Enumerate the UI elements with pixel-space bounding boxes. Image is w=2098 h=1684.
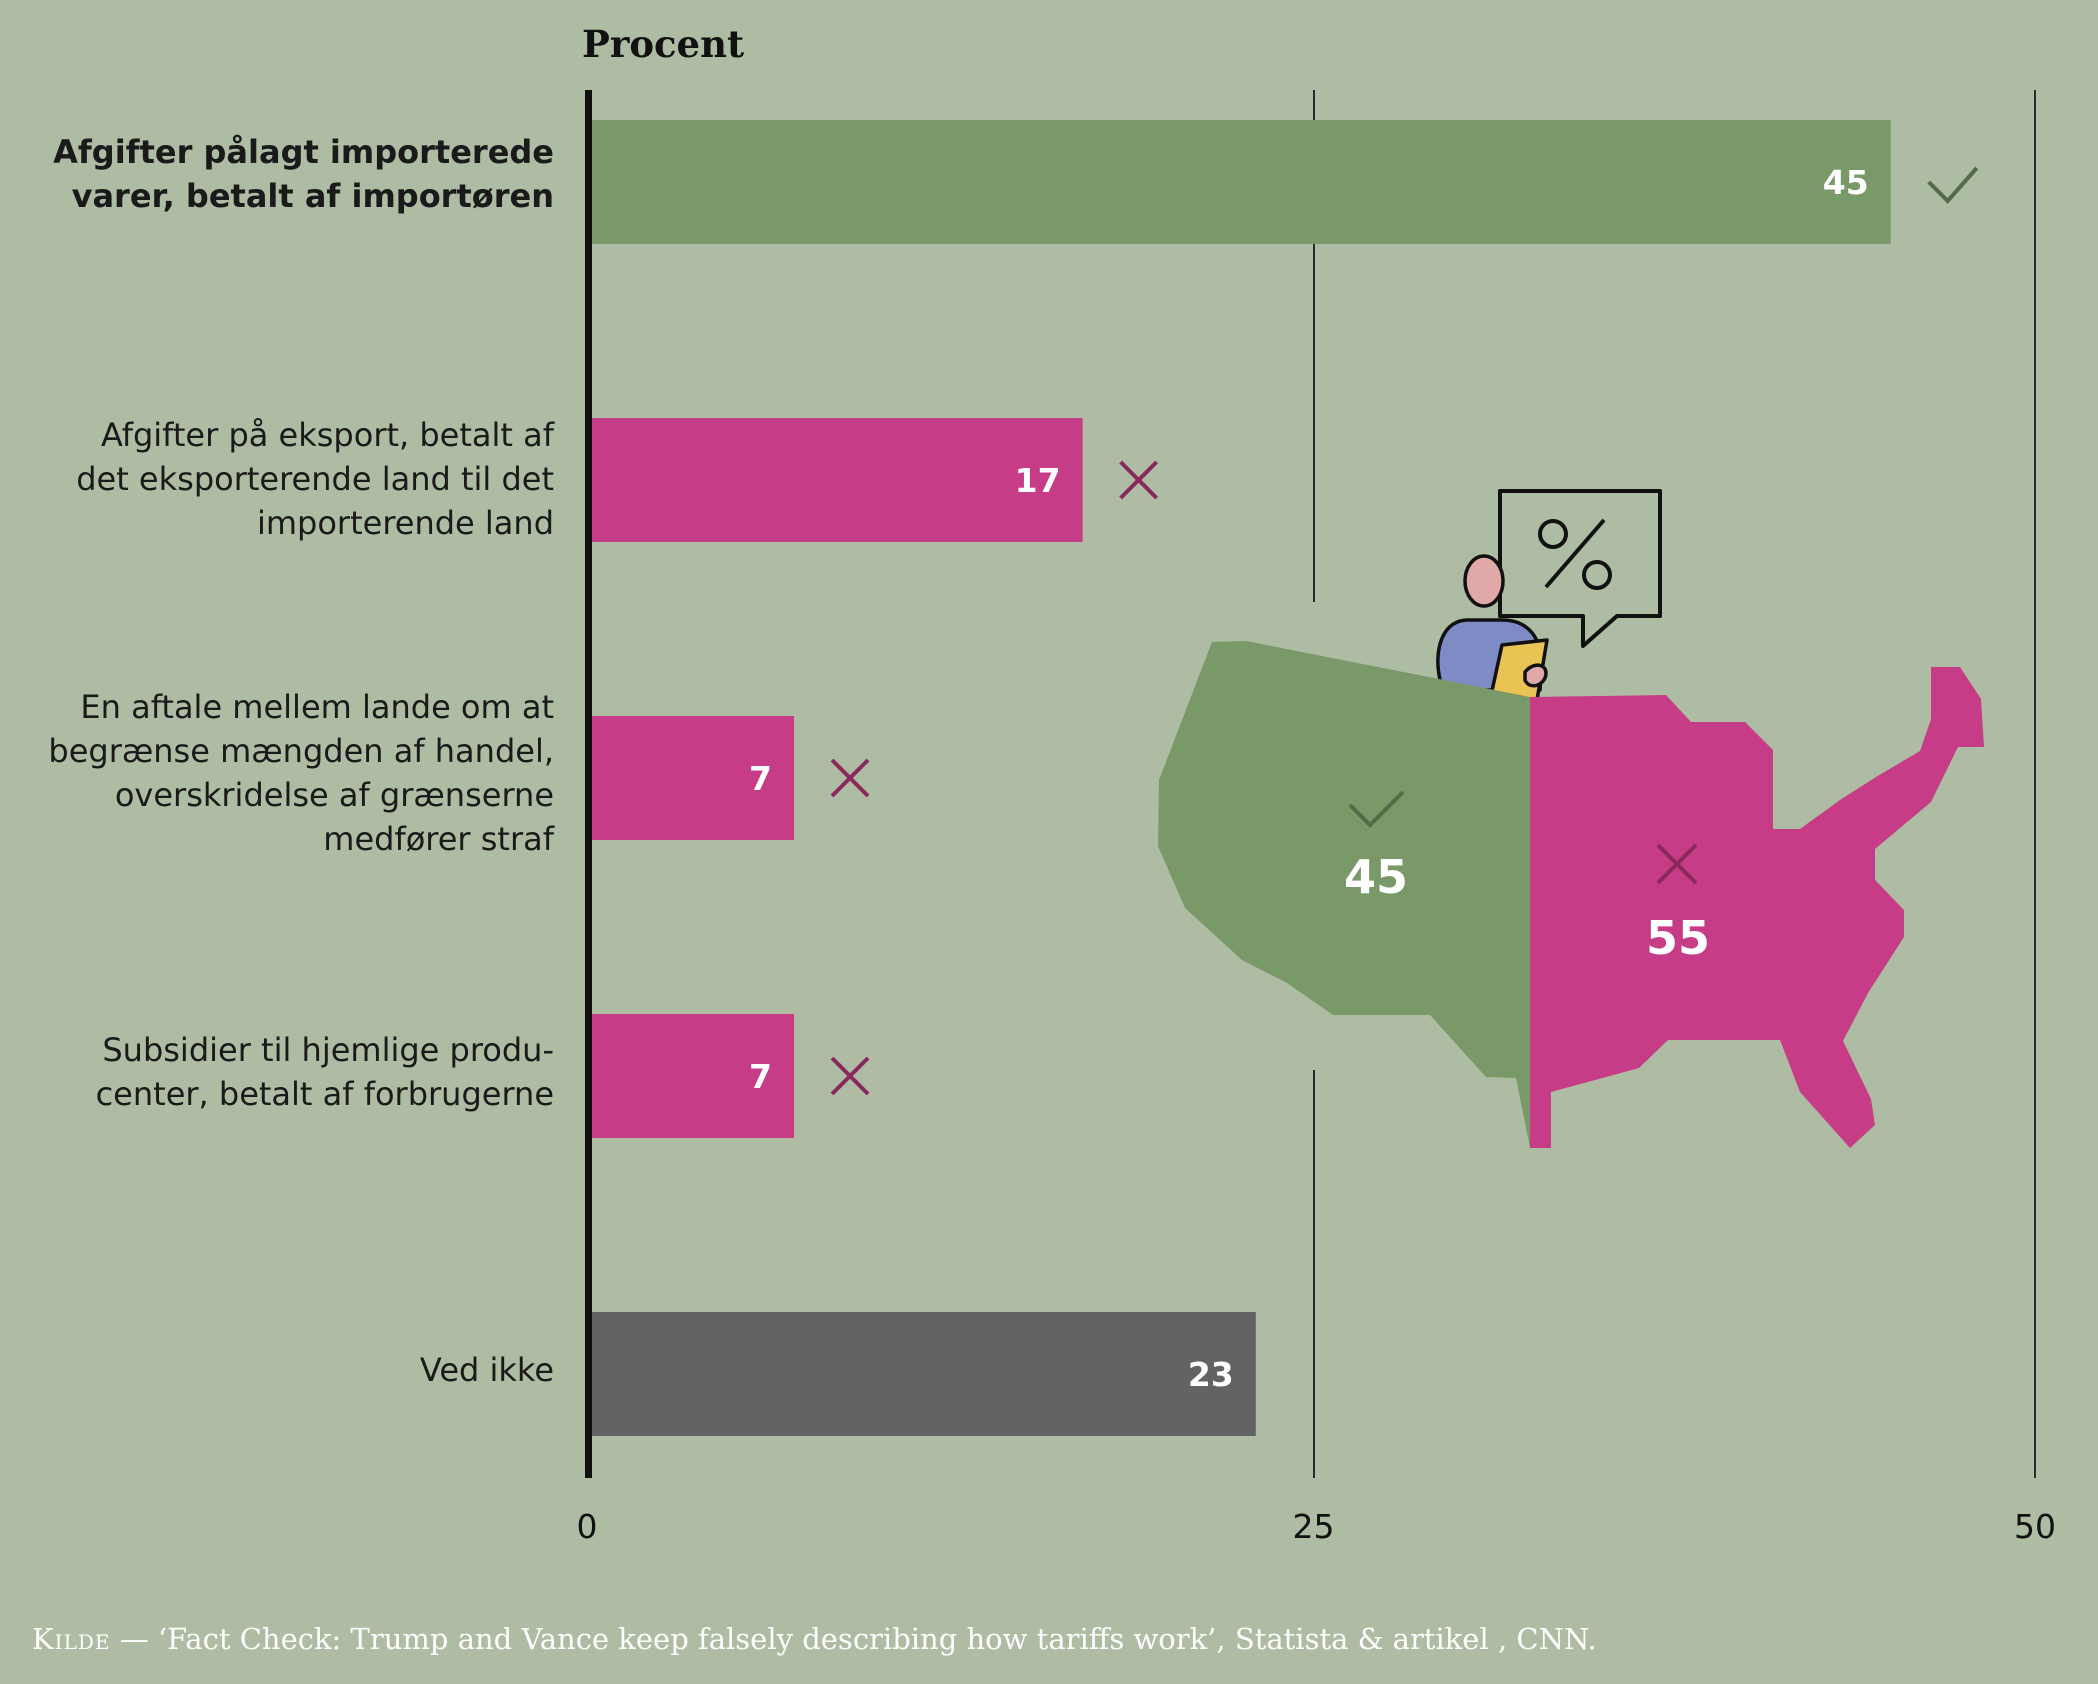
x-tick-label: 0: [577, 1507, 598, 1546]
source-note: Kilde — ‘Fact Check: Trump and Vance kee…: [32, 1622, 1597, 1656]
unit-title: Procent: [582, 22, 745, 66]
bar-value-label: 23: [1188, 1355, 1234, 1394]
bar-value-label: 17: [1015, 461, 1061, 500]
bar-value-label: 7: [749, 1057, 772, 1096]
x-tick-labels: 0 25 50: [577, 1507, 2057, 1546]
source-title: ‘Fact Check: Trump and Vance keep falsel…: [157, 1622, 1217, 1656]
person-icon: [1436, 554, 1549, 702]
source-keyword: Kilde: [32, 1622, 111, 1656]
bar: [592, 1014, 795, 1138]
percent-icon: [1538, 518, 1612, 590]
category-label-3: En aftale mellem lande om at begrænse mæ…: [48, 688, 554, 858]
bar-value-label: 45: [1823, 163, 1869, 202]
bars: 45 17 7 7 23: [592, 120, 1979, 1436]
cross-icon: [830, 1056, 870, 1096]
x-tick-label: 50: [2014, 1507, 2056, 1546]
map-cross-icon: [1656, 843, 1698, 885]
map-value-correct: 45: [1344, 850, 1408, 904]
source-rest: , Statista & artikel , CNN.: [1216, 1622, 1597, 1656]
usa-map-icon: 45 55: [1158, 489, 1984, 1148]
category-label-4: Subsidier til hjemlige produ- center, be…: [95, 1031, 554, 1113]
y-axis-line: [585, 90, 592, 1478]
cross-icon: [830, 758, 870, 798]
map-value-wrong: 55: [1646, 911, 1710, 965]
map-west-half: [1158, 641, 1530, 1148]
x-tick-label: 25: [1293, 1507, 1335, 1546]
speech-bubble-icon: [1498, 489, 1662, 648]
category-label-1: Afgifter pålagt importerede varer, betal…: [53, 133, 554, 215]
map-east-half: [1530, 667, 1984, 1148]
cross-icon: [1119, 460, 1159, 500]
bar: [592, 120, 1891, 244]
bar: [592, 1312, 1256, 1436]
map-check-icon: [1348, 790, 1405, 828]
category-label-2: Afgifter på eksport, betalt af det ekspo…: [76, 416, 554, 542]
bar: [592, 716, 795, 840]
check-icon: [1927, 166, 1979, 204]
bar: [592, 418, 1083, 542]
category-label-5: Ved ikke: [419, 1351, 554, 1389]
bar-value-label: 7: [749, 759, 772, 798]
source-dash: —: [119, 1622, 149, 1656]
